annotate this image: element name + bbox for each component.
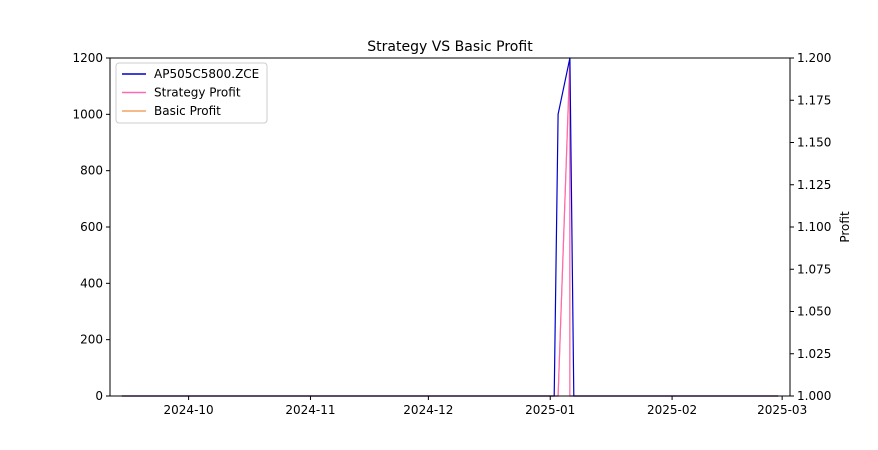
x-tick-label: 2025-03 [757, 403, 807, 417]
y-left-tick-label: 200 [80, 333, 103, 347]
legend-label: Strategy Profit [154, 86, 241, 100]
y-right-tick-label: 1.000 [797, 389, 831, 403]
y-right-tick-label: 1.075 [797, 262, 831, 276]
y-left-tick-label: 800 [80, 164, 103, 178]
y-right-tick-label: 1.125 [797, 178, 831, 192]
y-left-tick-label: 1200 [72, 51, 103, 65]
legend-label: Basic Profit [154, 104, 221, 118]
legend-box [115, 62, 268, 124]
y-right-tick-label: 1.050 [797, 305, 831, 319]
y-left-tick-label: 1000 [72, 107, 103, 121]
y-axis-right-label: Profit [838, 211, 852, 243]
x-tick-label: 2024-11 [285, 403, 335, 417]
chart-title: Strategy VS Basic Profit [367, 39, 533, 55]
y-axis-left: 0 200 400 600 800 1000 1200 [72, 51, 110, 403]
x-axis: 2024-10 2024-11 2024-12 2025-01 2025-02 2025-… [164, 396, 807, 417]
y-left-tick-label: 600 [80, 220, 103, 234]
x-tick-label: 2024-12 [403, 403, 453, 417]
legend-label: AP505C5800.ZCE [154, 67, 259, 81]
x-tick-label: 2024-10 [164, 403, 214, 417]
y-right-tick-label: 1.100 [797, 220, 831, 234]
legend: AP505C5800.ZCE Strategy Profit Basic Profi… [115, 62, 268, 124]
x-tick-label: 2025-01 [525, 403, 575, 417]
y-right-tick-label: 1.150 [797, 136, 831, 150]
y-left-tick-label: 400 [80, 276, 103, 290]
y-left-tick-label: 0 [95, 389, 103, 403]
y-right-tick-label: 1.025 [797, 347, 831, 361]
y-right-tick-label: 1.200 [797, 51, 831, 65]
legend-entries: AP505C5800.ZCE Strategy Profit Basic Profi… [122, 67, 259, 118]
y-axis-right: 1.000 1.025 1.050 1.075 1.100 1.125 1.150 1.175… [790, 51, 831, 403]
y-right-tick-label: 1.175 [797, 93, 831, 107]
x-tick-label: 2025-02 [647, 403, 697, 417]
